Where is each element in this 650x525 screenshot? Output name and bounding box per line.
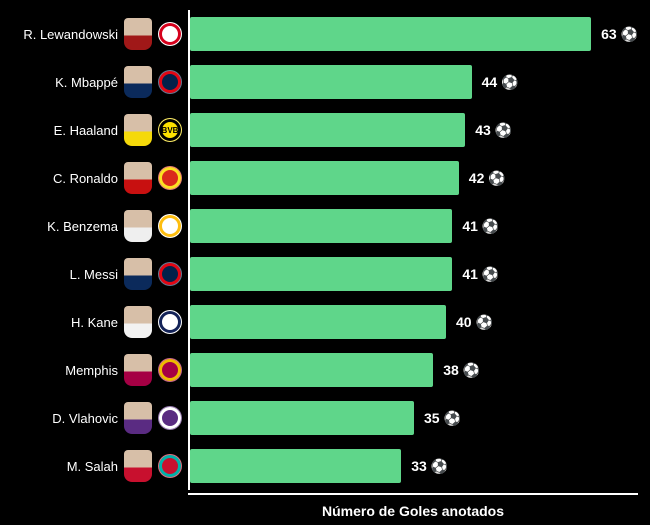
goals-bar xyxy=(190,113,465,147)
bar-track: 40 ⚽ xyxy=(188,298,638,346)
goals-value: 38 ⚽ xyxy=(443,362,480,379)
bar-track: 63 ⚽ xyxy=(188,10,638,58)
club-badge-icon xyxy=(158,358,182,382)
club-badge-icon xyxy=(158,166,182,190)
player-name: H. Kane xyxy=(71,315,118,330)
player-name: D. Vlahovic xyxy=(52,411,118,426)
table-row: D. Vlahovic 35 ⚽ xyxy=(8,394,638,442)
goals-value: 43 ⚽ xyxy=(475,122,512,139)
goals-value: 40 ⚽ xyxy=(456,314,493,331)
x-axis-line xyxy=(188,493,638,495)
player-avatar xyxy=(124,258,152,290)
goals-bar xyxy=(190,65,472,99)
player-name: K. Benzema xyxy=(47,219,118,234)
goals-bar xyxy=(190,449,401,483)
bar-track: 33 ⚽ xyxy=(188,442,638,490)
goals-value: 44 ⚽ xyxy=(482,74,519,91)
player-avatar xyxy=(124,114,152,146)
goals-bar xyxy=(190,353,433,387)
table-row: R. Lewandowski 63 ⚽ xyxy=(8,10,638,58)
goals-value: 33 ⚽ xyxy=(411,458,448,475)
bar-track: 41 ⚽ xyxy=(188,202,638,250)
club-badge-icon xyxy=(158,22,182,46)
x-axis-title: Número de Goles anotados xyxy=(188,503,638,519)
player-name: R. Lewandowski xyxy=(23,27,118,42)
bar-track: 44 ⚽ xyxy=(188,58,638,106)
club-badge-icon xyxy=(158,70,182,94)
table-row: Memphis 38 ⚽ xyxy=(8,346,638,394)
club-badge-icon xyxy=(158,310,182,334)
player-label-area: C. Ronaldo xyxy=(8,162,188,194)
club-badge-icon xyxy=(158,454,182,478)
player-avatar xyxy=(124,66,152,98)
table-row: E. Haaland BVB 43 ⚽ xyxy=(8,106,638,154)
goals-bar-chart: R. Lewandowski 63 ⚽ K. Mbappé 44 ⚽ E. Haalan… xyxy=(8,10,638,493)
club-badge-icon xyxy=(158,214,182,238)
player-label-area: M. Salah xyxy=(8,450,188,482)
player-label-area: K. Benzema xyxy=(8,210,188,242)
goals-value: 42 ⚽ xyxy=(469,170,506,187)
goals-value: 63 ⚽ xyxy=(601,26,638,43)
goals-bar xyxy=(190,209,452,243)
player-avatar xyxy=(124,18,152,50)
table-row: C. Ronaldo 42 ⚽ xyxy=(8,154,638,202)
club-badge-icon: BVB xyxy=(158,118,182,142)
player-name: Memphis xyxy=(65,363,118,378)
player-avatar xyxy=(124,210,152,242)
player-name: C. Ronaldo xyxy=(53,171,118,186)
player-name: M. Salah xyxy=(67,459,118,474)
bar-track: 42 ⚽ xyxy=(188,154,638,202)
player-label-area: H. Kane xyxy=(8,306,188,338)
player-label-area: Memphis xyxy=(8,354,188,386)
goals-value: 41 ⚽ xyxy=(462,266,499,283)
player-avatar xyxy=(124,354,152,386)
goals-bar xyxy=(190,401,414,435)
bar-track: 35 ⚽ xyxy=(188,394,638,442)
player-label-area: D. Vlahovic xyxy=(8,402,188,434)
table-row: K. Mbappé 44 ⚽ xyxy=(8,58,638,106)
player-avatar xyxy=(124,306,152,338)
goals-bar xyxy=(190,17,591,51)
player-name: E. Haaland xyxy=(54,123,118,138)
club-badge-icon xyxy=(158,262,182,286)
player-avatar xyxy=(124,450,152,482)
player-label-area: E. Haaland BVB xyxy=(8,114,188,146)
player-avatar xyxy=(124,402,152,434)
player-avatar xyxy=(124,162,152,194)
goals-bar xyxy=(190,305,446,339)
bar-track: 41 ⚽ xyxy=(188,250,638,298)
table-row: H. Kane 40 ⚽ xyxy=(8,298,638,346)
player-name: L. Messi xyxy=(70,267,118,282)
goals-bar xyxy=(190,161,459,195)
table-row: M. Salah 33 ⚽ xyxy=(8,442,638,490)
player-name: K. Mbappé xyxy=(55,75,118,90)
bar-track: 43 ⚽ xyxy=(188,106,638,154)
player-label-area: K. Mbappé xyxy=(8,66,188,98)
goals-value: 35 ⚽ xyxy=(424,410,461,427)
goals-bar xyxy=(190,257,452,291)
table-row: L. Messi 41 ⚽ xyxy=(8,250,638,298)
player-label-area: R. Lewandowski xyxy=(8,18,188,50)
player-label-area: L. Messi xyxy=(8,258,188,290)
goals-value: 41 ⚽ xyxy=(462,218,499,235)
bar-track: 38 ⚽ xyxy=(188,346,638,394)
table-row: K. Benzema 41 ⚽ xyxy=(8,202,638,250)
club-badge-icon xyxy=(158,406,182,430)
